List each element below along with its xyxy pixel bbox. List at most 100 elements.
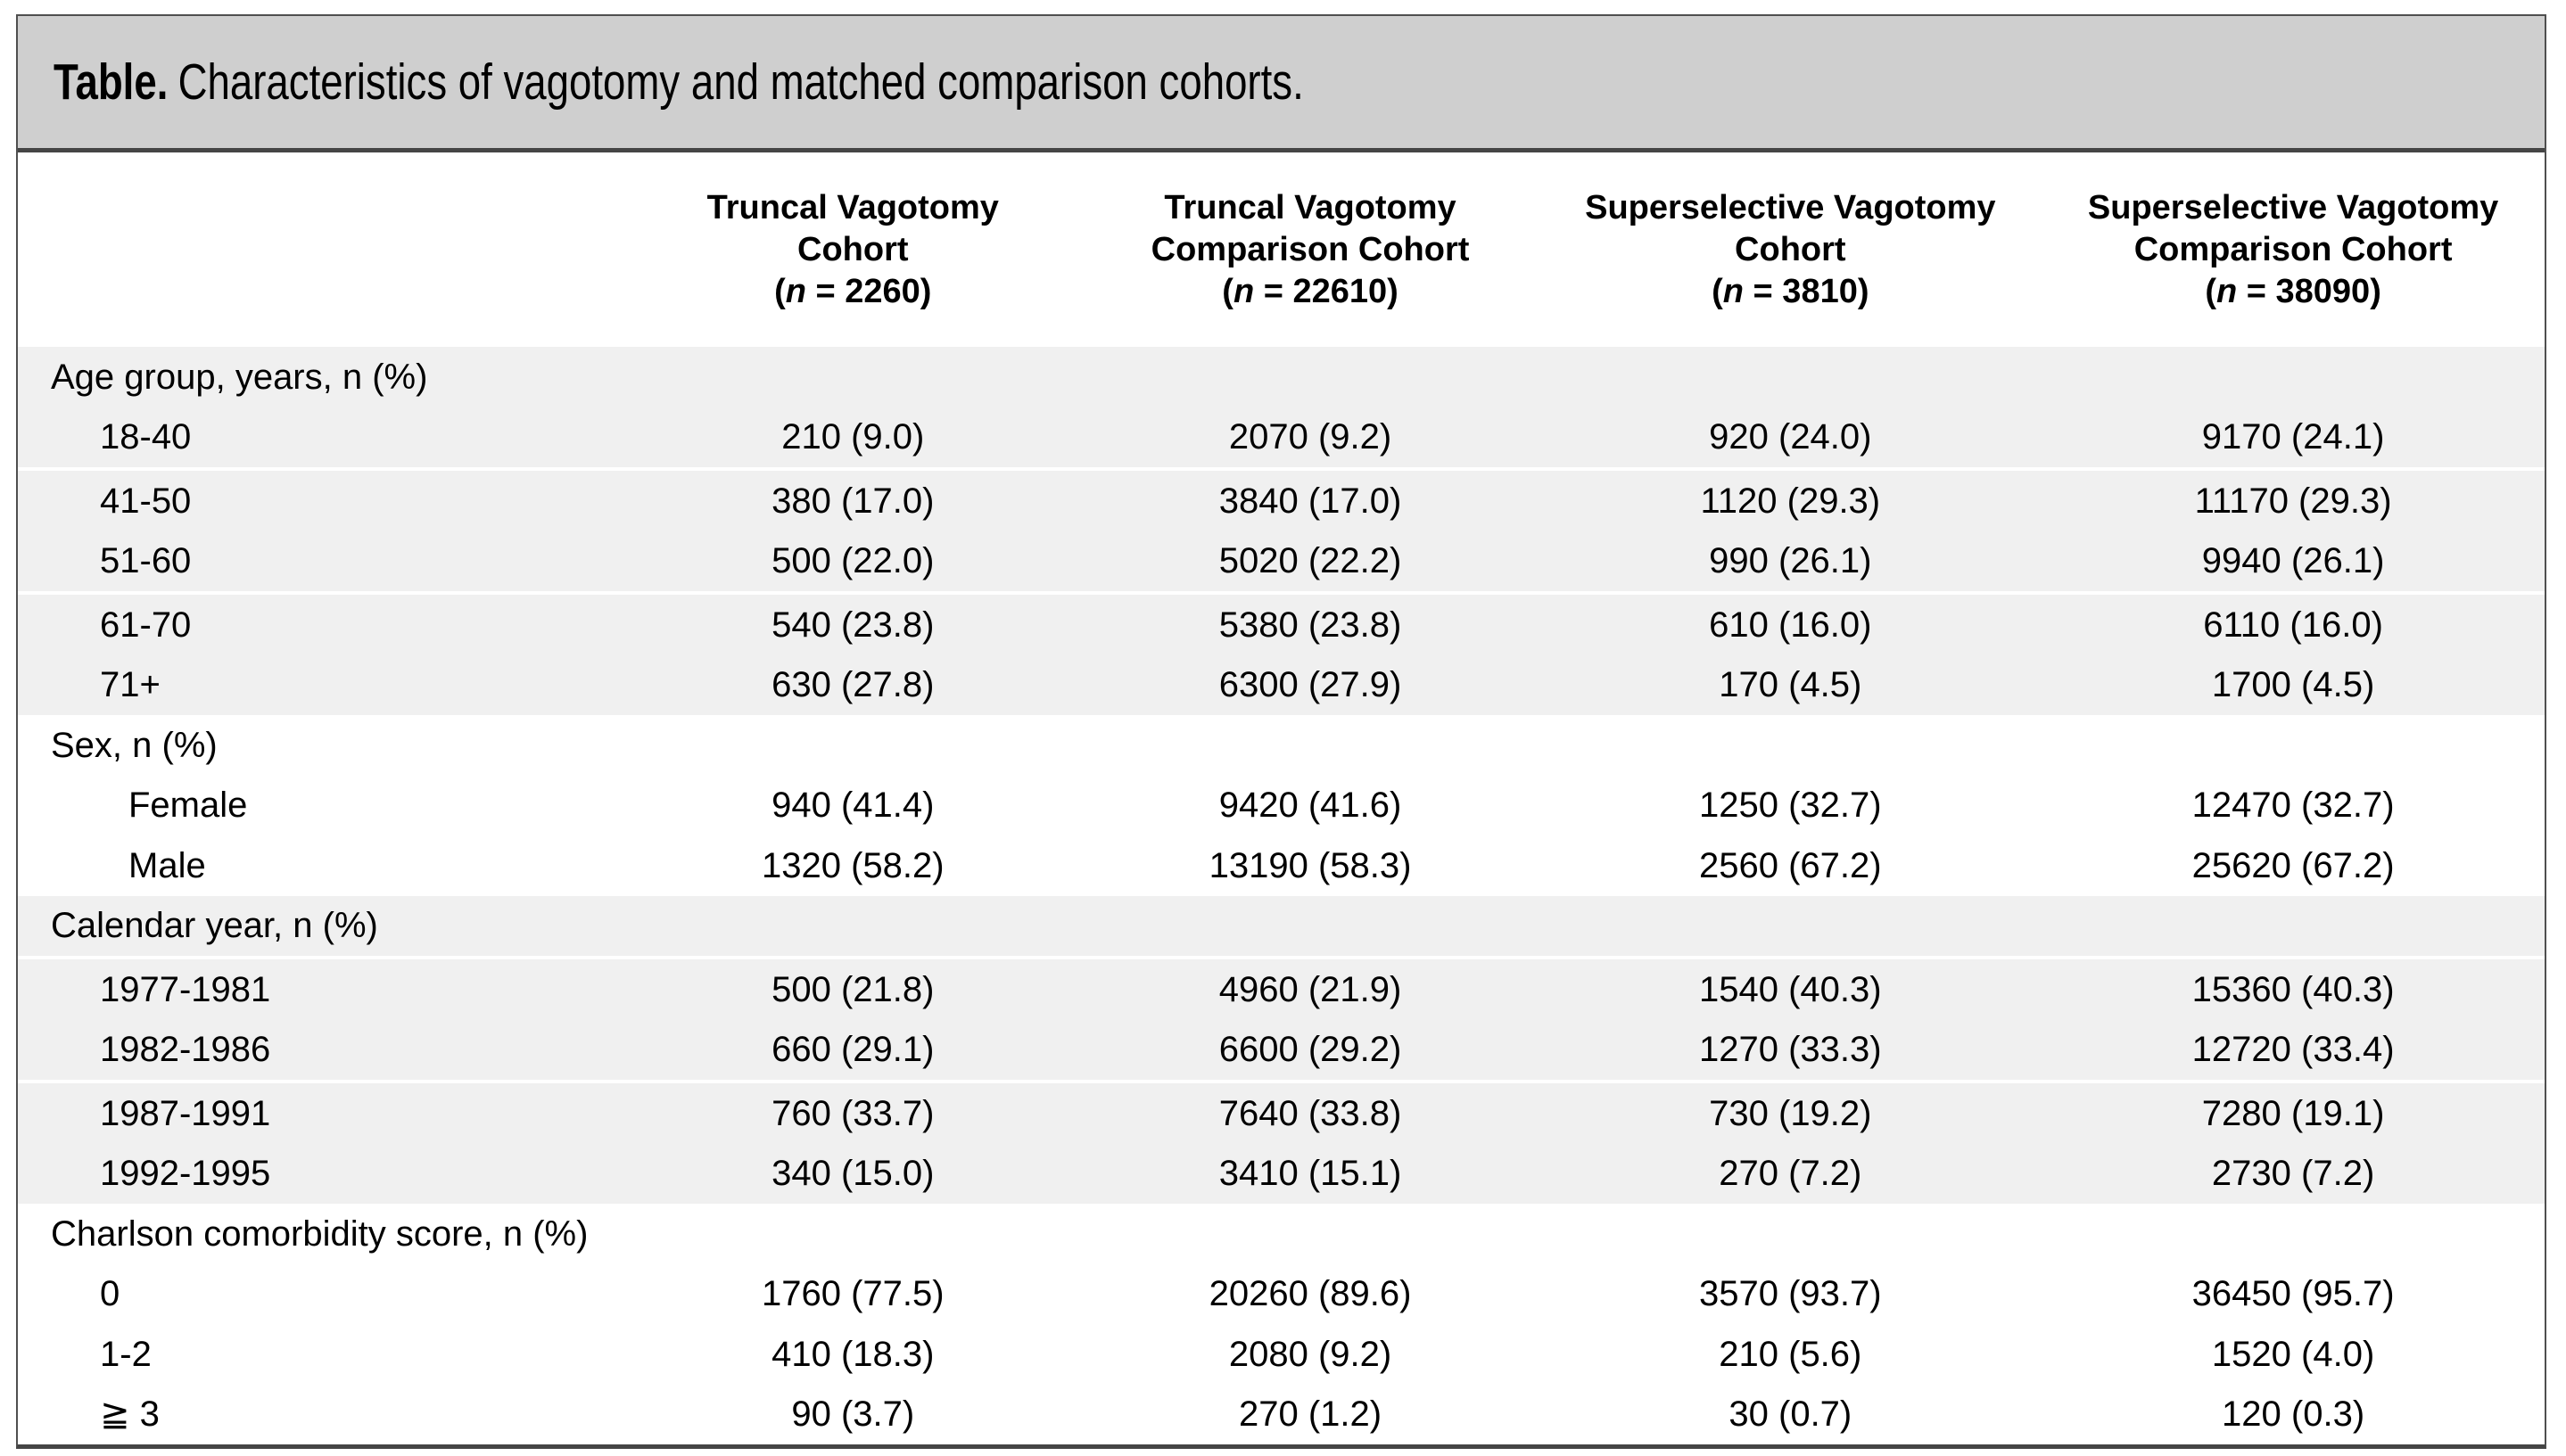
cell-value: 3840 (17.0)	[1081, 469, 1539, 531]
row-label: 41-50	[18, 469, 624, 531]
cell-value: 660 (29.1)	[623, 1019, 1082, 1083]
cell-value: 2080 (9.2)	[1081, 1324, 1539, 1385]
table-body: Age group, years, n (%) 18-40 210 (9.0) …	[18, 347, 2545, 1444]
cell-value: 1270 (33.3)	[1539, 1019, 2042, 1083]
row-label: 61-70	[18, 593, 624, 655]
column-header-line1: Superselective Vagotomy	[2087, 188, 2499, 226]
section-header-row-sex: Sex, n (%)	[18, 715, 2545, 776]
cell-value: 610 (16.0)	[1539, 593, 2042, 655]
cell-value: 36450 (95.7)	[2042, 1263, 2545, 1324]
cell-value: 630 (27.8)	[623, 654, 1082, 715]
cell-value: 340 (15.0)	[623, 1143, 1082, 1204]
row-label: ≧ 3	[18, 1384, 624, 1444]
table-row-age-51-60: 51-60 500 (22.0) 5020 (22.2) 990 (26.1) …	[18, 531, 2545, 595]
cell-value: 760 (33.7)	[623, 1082, 1082, 1144]
section-label: Sex, n (%)	[18, 715, 624, 776]
cell-value: 25620 (67.2)	[2042, 835, 2545, 896]
cell-value: 500 (21.8)	[623, 958, 1082, 1020]
section-header-row-calendar-year: Calendar year, n (%)	[18, 895, 2545, 959]
cell-value: 7280 (19.1)	[2042, 1082, 2545, 1144]
table-row-year-1987-1991: 1987-1991 760 (33.7) 7640 (33.8) 730 (19…	[18, 1082, 2545, 1144]
section-label: Charlson comorbidity score, n (%)	[18, 1204, 624, 1264]
column-header-line2: Cohort	[797, 230, 909, 268]
cell-value: 270 (1.2)	[1081, 1384, 1539, 1444]
table-row-age-71-plus: 71+ 630 (27.8) 6300 (27.9) 170 (4.5) 170…	[18, 654, 2545, 715]
cell-value: 380 (17.0)	[623, 469, 1082, 531]
cell-value: 3410 (15.1)	[1081, 1143, 1539, 1204]
table-header: Truncal Vagotomy Cohort (n = 2260) Trunc…	[18, 152, 2545, 347]
table-row-year-1992-1995: 1992-1995 340 (15.0) 3410 (15.1) 270 (7.…	[18, 1143, 2545, 1204]
cell-value: 500 (22.0)	[623, 531, 1082, 595]
cell-value: 940 (41.4)	[623, 775, 1082, 835]
section-label: Age group, years, n (%)	[18, 347, 624, 407]
cell-value: 920 (24.0)	[1539, 407, 2042, 471]
column-header-superselective-comparison: Superselective Vagotomy Comparison Cohor…	[2042, 152, 2545, 347]
cell-value: 11170 (29.3)	[2042, 469, 2545, 531]
cell-value: 210 (5.6)	[1539, 1324, 2042, 1385]
cell-value: 270 (7.2)	[1539, 1143, 2042, 1204]
cell-value: 6300 (27.9)	[1081, 654, 1539, 715]
cell-value: 5380 (23.8)	[1081, 593, 1539, 655]
row-label: 1977-1981	[18, 958, 624, 1020]
cell-value: 210 (9.0)	[623, 407, 1082, 471]
row-label: 1987-1991	[18, 1082, 624, 1144]
cell-value: 20260 (89.6)	[1081, 1263, 1539, 1324]
cell-value: 5020 (22.2)	[1081, 531, 1539, 595]
cell-value: 3570 (93.7)	[1539, 1263, 2042, 1324]
table-row-year-1982-1986: 1982-1986 660 (29.1) 6600 (29.2) 1270 (3…	[18, 1019, 2545, 1083]
cell-value: 9940 (26.1)	[2042, 531, 2545, 595]
column-header-line2: Comparison Cohort	[2133, 230, 2453, 268]
cell-value: 2560 (67.2)	[1539, 835, 2042, 896]
cell-value: 1540 (40.3)	[1539, 958, 2042, 1020]
cell-value: 30 (0.7)	[1539, 1384, 2042, 1444]
cell-value: 120 (0.3)	[2042, 1384, 2545, 1444]
table-caption-text: Characteristics of vagotomy and matched …	[177, 53, 1304, 111]
row-label: 1982-1986	[18, 1019, 624, 1083]
cell-value: 1700 (4.5)	[2042, 654, 2545, 715]
column-header-row: Truncal Vagotomy Cohort (n = 2260) Trunc…	[18, 152, 2545, 347]
table-row-sex-male: Male 1320 (58.2) 13190 (58.3) 2560 (67.2…	[18, 835, 2545, 896]
cell-value: 7640 (33.8)	[1081, 1082, 1539, 1144]
row-label: Male	[18, 835, 624, 896]
column-header-n: (n = 3810)	[1712, 272, 1869, 310]
cell-value: 13190 (58.3)	[1081, 835, 1539, 896]
empty-header-cell	[18, 152, 624, 347]
column-header-line2: Cohort	[1735, 230, 1846, 268]
cell-value: 9420 (41.6)	[1081, 775, 1539, 835]
section-header-row-age-group: Age group, years, n (%)	[18, 347, 2545, 407]
cell-value: 540 (23.8)	[623, 593, 1082, 655]
cell-value: 170 (4.5)	[1539, 654, 2042, 715]
table-caption: Table. Characteristics of vagotomy and ma…	[54, 53, 1304, 111]
table-row-age-41-50: 41-50 380 (17.0) 3840 (17.0) 1120 (29.3)…	[18, 469, 2545, 531]
column-header-n: (n = 22610)	[1222, 272, 1399, 310]
cohort-characteristics-table: Truncal Vagotomy Cohort (n = 2260) Trunc…	[18, 152, 2545, 1444]
cell-value: 9170 (24.1)	[2042, 407, 2545, 471]
table-row-charlson-0: 0 1760 (77.5) 20260 (89.6) 3570 (93.7) 3…	[18, 1263, 2545, 1324]
column-header-n: (n = 2260)	[774, 272, 932, 310]
table-row-age-61-70: 61-70 540 (23.8) 5380 (23.8) 610 (16.0) …	[18, 593, 2545, 655]
cell-value: 12720 (33.4)	[2042, 1019, 2545, 1083]
column-header-superselective-cohort: Superselective Vagotomy Cohort (n = 3810…	[1539, 152, 2042, 347]
row-label: 0	[18, 1263, 624, 1324]
table-row-year-1977-1981: 1977-1981 500 (21.8) 4960 (21.9) 1540 (4…	[18, 958, 2545, 1020]
cell-value: 4960 (21.9)	[1081, 958, 1539, 1020]
column-header-line1: Superselective Vagotomy	[1585, 188, 1996, 226]
cell-value: 15360 (40.3)	[2042, 958, 2545, 1020]
table-row-sex-female: Female 940 (41.4) 9420 (41.6) 1250 (32.7…	[18, 775, 2545, 835]
cell-value: 2730 (7.2)	[2042, 1143, 2545, 1204]
cell-value: 410 (18.3)	[623, 1324, 1082, 1385]
row-label: 18-40	[18, 407, 624, 471]
column-header-line1: Truncal Vagotomy	[1164, 188, 1456, 226]
table-caption-label: Table.	[54, 53, 169, 111]
cell-value: 1760 (77.5)	[623, 1263, 1082, 1324]
column-header-line2: Comparison Cohort	[1151, 230, 1470, 268]
column-header-truncal-cohort: Truncal Vagotomy Cohort (n = 2260)	[623, 152, 1082, 347]
cell-value: 730 (19.2)	[1539, 1082, 2042, 1144]
section-header-row-charlson-score: Charlson comorbidity score, n (%)	[18, 1204, 2545, 1264]
cell-value: 990 (26.1)	[1539, 531, 2042, 595]
cell-value: 1250 (32.7)	[1539, 775, 2042, 835]
row-label: 1-2	[18, 1324, 624, 1385]
column-header-truncal-comparison: Truncal Vagotomy Comparison Cohort (n = …	[1081, 152, 1539, 347]
cell-value: 90 (3.7)	[623, 1384, 1082, 1444]
cell-value: 1120 (29.3)	[1539, 469, 2042, 531]
